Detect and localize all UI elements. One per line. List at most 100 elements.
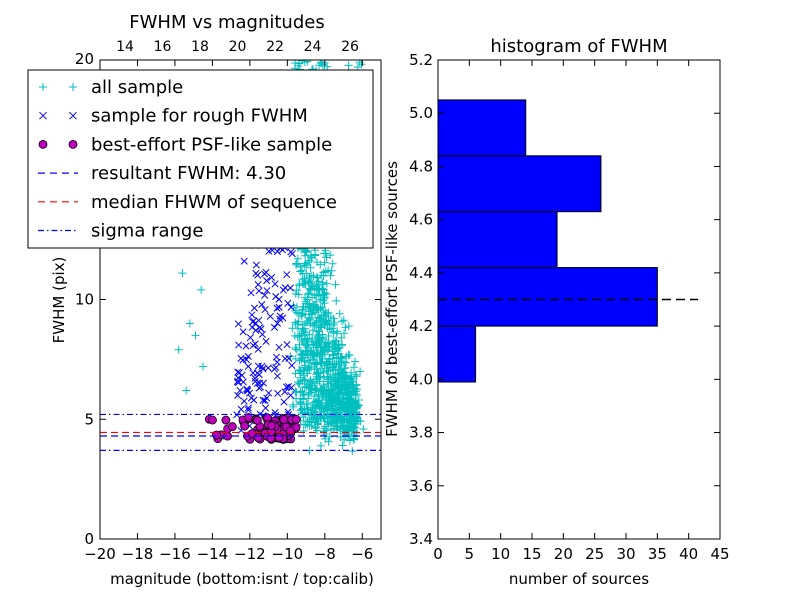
all-sample-point (322, 309, 331, 318)
all-sample-point (300, 390, 309, 399)
all-sample-point (333, 406, 342, 415)
all-sample-point (340, 329, 349, 338)
all-sample-point (322, 289, 331, 298)
legend-marker (38, 139, 48, 149)
all-sample-point (314, 334, 323, 343)
histogram-bar (437, 325, 477, 383)
all-sample-point (318, 278, 327, 287)
all-sample-point (319, 335, 328, 344)
all-sample-point (301, 324, 310, 333)
all-sample-point (335, 388, 344, 397)
all-sample-point (293, 259, 302, 268)
all-sample-point (356, 367, 365, 376)
all-sample-point (328, 350, 337, 359)
rough-fwhm-sample-point (244, 352, 252, 360)
right-x-ticks: 0 5 10 15 20 25 30 35 40 45 (433, 60, 730, 563)
left-top-tick-label: 16 (154, 39, 172, 55)
histogram-bar (437, 99, 527, 157)
all-sample-point (339, 398, 348, 407)
legend-label: sample for rough FWHM (91, 106, 308, 127)
all-sample-point (301, 328, 310, 337)
left-top-tick-label: 24 (304, 39, 322, 55)
all-sample-point (295, 340, 304, 349)
psf-like-sample-point (252, 415, 262, 425)
all-sample-point (351, 419, 360, 428)
rough-fwhm-sample-point (275, 343, 283, 351)
all-sample-point (324, 366, 333, 375)
rough-fwhm-sample-point (261, 270, 269, 278)
rough-fwhm-sample-point (258, 330, 266, 338)
psf-like-sample-point (240, 421, 249, 431)
rough-fwhm-sample-point (245, 389, 254, 397)
histogram-bar (437, 211, 558, 269)
all-sample-point (300, 293, 309, 302)
rough-fwhm-sample-point (262, 337, 270, 346)
rough-fwhm-sample-point (281, 388, 289, 396)
all-sample-point (332, 360, 341, 369)
all-sample-point (294, 290, 303, 299)
all-sample-point (302, 399, 311, 408)
all-sample-point (298, 349, 307, 358)
rough-fwhm-sample-point (283, 341, 291, 349)
legend-box (27, 69, 374, 249)
all-sample-point (337, 317, 346, 326)
legend-label: resultant FWHM: 4.30 (91, 163, 286, 184)
all-sample-point (309, 271, 318, 280)
all-sample-point (306, 377, 315, 386)
rough-fwhm-sample-point (234, 379, 243, 387)
all-sample-point (319, 413, 328, 422)
rough-fwhm-sample-point (252, 261, 260, 269)
all-sample-point (333, 423, 342, 432)
rough-fwhm-sample-point (261, 291, 269, 299)
all-sample-point (297, 332, 306, 341)
rough-fwhm-sample-point (272, 363, 280, 372)
all-sample-point (320, 414, 329, 423)
all-sample-point (324, 332, 333, 341)
rough-fwhm-sample-point (287, 303, 295, 311)
rough-fwhm-sample-point (251, 340, 259, 348)
all-sample-point (337, 399, 346, 408)
legend-entry: resultant FWHM: 4.30 (38, 163, 286, 184)
all-sample-point (307, 384, 316, 393)
all-sample-point (319, 316, 328, 325)
rough-fwhm-sample-point (249, 369, 257, 377)
left-top-tick-label: 18 (191, 39, 209, 55)
all-sample-point (307, 337, 316, 346)
all-sample-point (322, 342, 331, 351)
all-sample-point (182, 386, 191, 395)
rough-fwhm-sample-point (244, 406, 252, 414)
rough-fwhm-sample-point (248, 311, 256, 319)
rough-fwhm-sample-point (234, 368, 242, 376)
all-sample-point (334, 353, 343, 362)
all-sample-point (333, 327, 342, 336)
left-x-tick-label: −14 (197, 545, 229, 563)
all-sample-point (326, 313, 335, 322)
right-y-tick-label: 4.4 (409, 264, 433, 282)
all-sample-point (315, 61, 324, 70)
all-sample-point (347, 375, 355, 384)
all-sample-point (348, 376, 357, 385)
all-sample-point (293, 377, 302, 386)
all-sample-point (336, 416, 345, 425)
rough-fwhm-sample-point (247, 289, 255, 297)
all-sample-point (301, 409, 310, 418)
all-sample-point (329, 329, 338, 338)
right-y-axis-label: FWHM of best-effort PSF-like sources (383, 161, 401, 437)
left-panel-scatter: −20 −18 −16 −14 −12 −10 −8 −6 0 5 10 14 16 18 20 22 24… (27, 12, 382, 588)
all-sample-point (340, 412, 349, 421)
legend-label: all sample (91, 77, 183, 98)
rough-fwhm-sample-point (273, 372, 282, 380)
right-title: histogram of FWHM (490, 36, 667, 57)
right-y-tick-label: 4.0 (409, 370, 433, 388)
all-sample-point (306, 286, 315, 295)
right-y-tick-label: 3.4 (409, 530, 433, 548)
all-sample-point (325, 325, 334, 334)
all-sample-point (305, 388, 314, 397)
rough-fwhm-sample-point (259, 379, 267, 387)
all-sample-point (323, 346, 332, 355)
all-sample-point (313, 368, 322, 377)
rough-fwhm-sample-point (284, 299, 292, 307)
left-x-tick-label: −10 (272, 545, 304, 563)
rough-fwhm-sample-point (261, 306, 269, 314)
all-sample-point (352, 403, 361, 412)
